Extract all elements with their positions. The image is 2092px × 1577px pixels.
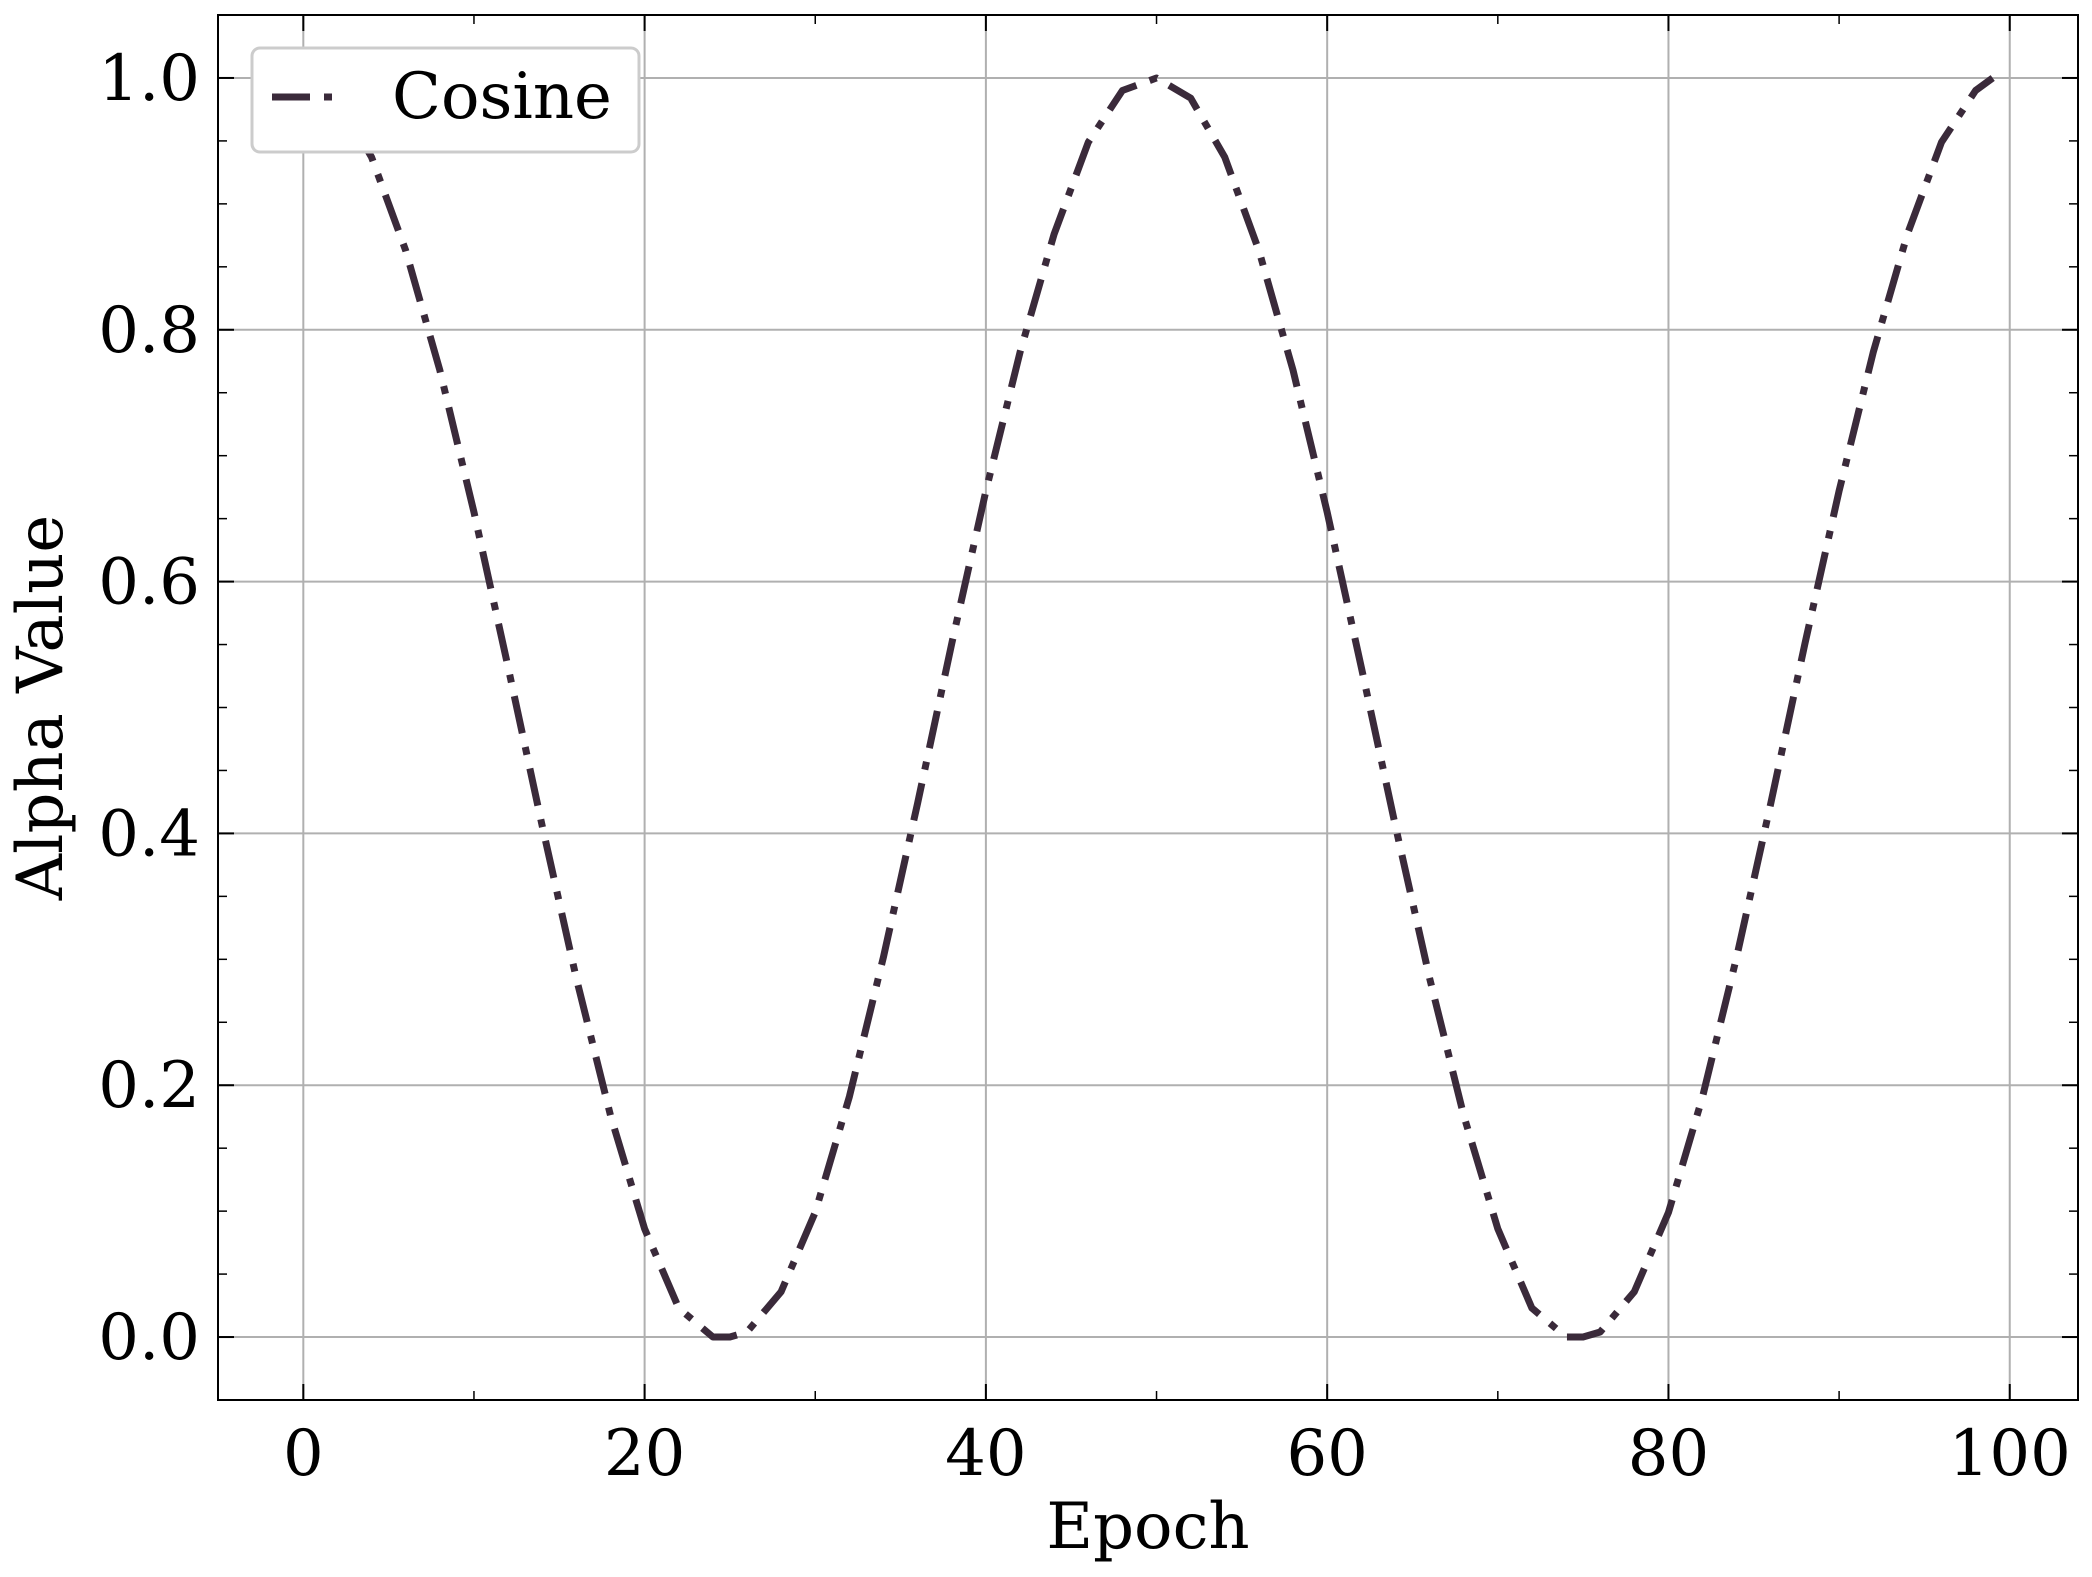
tick-labels: 0 20 40 60 80 100 0.0 0.2 0.4 0.6 0.8 1.0 [98, 42, 2071, 1491]
x-tick-label: 40 [945, 1417, 1026, 1491]
x-tick-label: 20 [604, 1417, 685, 1491]
legend: Cosine [250, 46, 641, 154]
x-tick-label: 80 [1628, 1417, 1709, 1491]
legend-label: Cosine [392, 60, 612, 134]
series-layer [301, 74, 1995, 1341]
y-axis-label: Alpha Value [4, 515, 78, 901]
y-tick-label: 0.6 [98, 546, 200, 620]
series-line-cosine [301, 74, 1995, 1341]
grid [218, 15, 2078, 1400]
y-tick-label: 0.8 [98, 294, 200, 368]
legend-box [250, 46, 641, 154]
plot-frame [217, 14, 2079, 1401]
x-tick-label: 60 [1286, 1417, 1367, 1491]
x-tick-label: 100 [1949, 1417, 2071, 1491]
x-axis-label: Epoch [1046, 1490, 1249, 1564]
ticks [218, 14, 2078, 1401]
y-tick-label: 0.2 [98, 1049, 200, 1123]
y-tick-label: 1.0 [98, 42, 200, 116]
y-tick-label: 0.0 [98, 1301, 200, 1375]
y-tick-label: 0.4 [98, 797, 200, 871]
x-tick-label: 0 [283, 1417, 324, 1491]
